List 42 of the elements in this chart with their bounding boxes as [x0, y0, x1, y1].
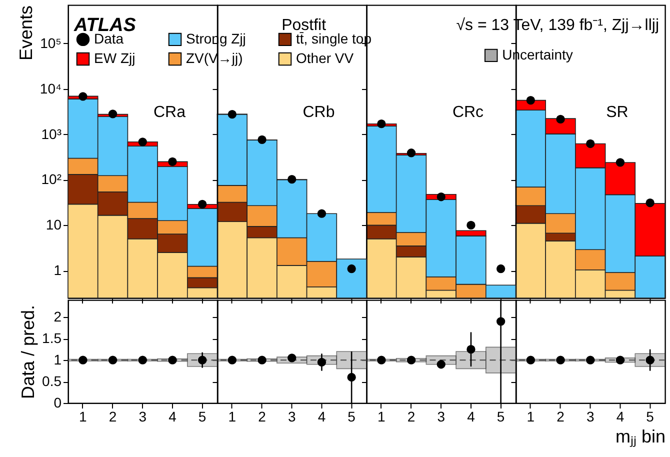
y-tick-label: 1: [54, 352, 62, 368]
x-axis-title: mⱼⱼ bin: [615, 426, 666, 448]
annotation: CRc: [452, 104, 484, 121]
x-tick-label: 2: [108, 408, 117, 424]
annotation: SR: [606, 104, 628, 121]
y-tick-label: 1.5: [42, 330, 62, 346]
legend-label: Data: [94, 30, 124, 46]
annotation: CRa: [153, 104, 186, 121]
y-axis-title: Events: [16, 6, 36, 61]
x-tick-label: 5: [646, 408, 654, 424]
y-tick-label: 0: [54, 394, 62, 410]
y-tick-label: 10⁴: [40, 80, 62, 96]
y-tick-label: 10⁵: [40, 34, 62, 51]
y-tick-label: 1: [54, 262, 62, 278]
x-tick-label: 2: [407, 408, 416, 424]
x-tick-label: 4: [616, 408, 624, 424]
y-axis-title: Data / pred.: [18, 304, 38, 400]
y-tick-label: 0.5: [42, 373, 62, 390]
x-tick-label: 3: [586, 408, 594, 424]
x-tick-label: 5: [496, 408, 505, 424]
x-tick-label: 4: [318, 408, 326, 424]
x-tick-label: 3: [437, 408, 446, 424]
x-tick-label: 2: [556, 408, 565, 424]
x-tick-label: 4: [168, 408, 177, 424]
annotation: CRb: [302, 104, 335, 121]
x-tick-label: 1: [378, 408, 386, 424]
y-tick-label: 10²: [41, 171, 62, 188]
x-tick-label: 2: [258, 408, 266, 424]
x-tick-label: 1: [79, 408, 88, 424]
annotation: Postfit: [282, 17, 327, 34]
x-tick-label: 5: [198, 408, 206, 424]
x-tick-label: 1: [526, 408, 535, 424]
y-tick-label: 10: [46, 216, 62, 233]
y-tick-label: 10³: [41, 126, 62, 142]
legend-label: EW Zjj: [94, 50, 136, 66]
x-tick-label: 5: [348, 408, 356, 424]
x-tick-label: 3: [138, 408, 147, 424]
x-tick-label: 4: [467, 408, 476, 424]
x-tick-label: 1: [228, 408, 236, 424]
y-tick-label: 2: [54, 308, 62, 325]
x-tick-label: 3: [288, 408, 296, 424]
legend-label: Other VV: [296, 50, 354, 66]
